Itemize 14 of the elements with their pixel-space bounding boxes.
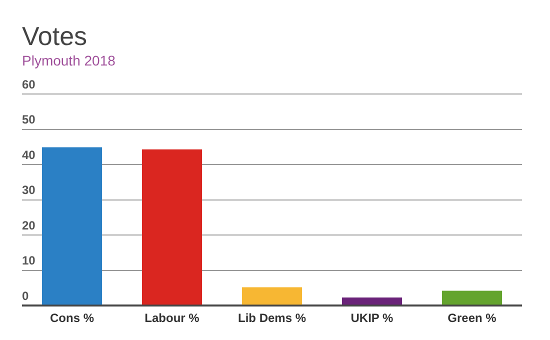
y-tick-label: 50 [22,112,36,127]
x-tick-label: Lib Dems % [238,311,306,326]
y-tick-label: 60 [22,77,36,92]
x-tick-label: Labour % [144,311,200,326]
y-tick-label: 40 [22,148,36,162]
x-tick-label: Cons % [50,311,94,326]
y-tick-label: 20 [22,218,36,232]
x-tick-label: Green % [448,311,497,326]
chart-title: Votes [22,20,88,51]
y-tick-label: 10 [22,254,36,268]
y-tick-label: 30 [22,183,36,198]
chart-subtitle: Plymouth 2018 [22,52,116,68]
y-tick-label: 0 [22,288,29,303]
x-tick-label: UKIP % [350,311,394,326]
